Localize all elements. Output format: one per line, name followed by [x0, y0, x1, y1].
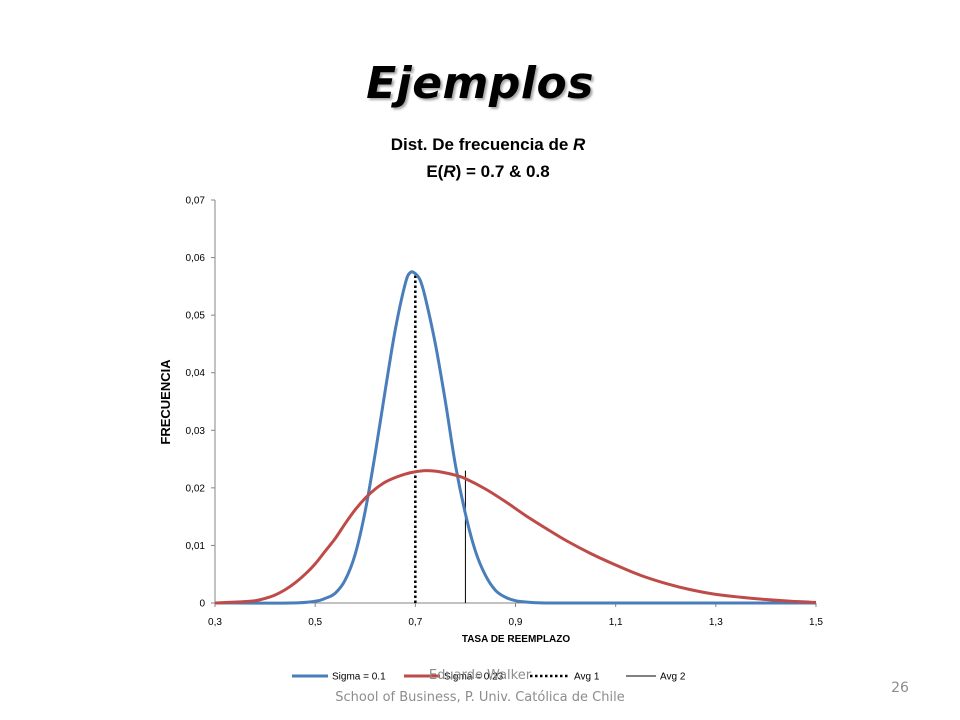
x-tick-label: 0,5 [308, 617, 322, 628]
legend-label: Avg 1 [574, 672, 600, 683]
chart-title: Dist. De frecuencia de R [391, 135, 586, 154]
legend-item: Avg 1 [530, 672, 600, 683]
footer-author: Eduardo Walker [428, 668, 532, 683]
y-tick-label: 0,07 [186, 196, 206, 207]
series-line-sigma-1 [214, 270, 816, 605]
page-number: 26 [891, 680, 909, 696]
y-tick-label: 0,06 [186, 253, 206, 264]
legend-item: Sigma = 0.1 [292, 672, 386, 683]
x-tick-label: 0,3 [208, 617, 222, 628]
legend-item: Avg 2 [626, 672, 686, 683]
x-tick-label: 1,3 [709, 617, 723, 628]
y-tick-label: 0,02 [186, 483, 206, 494]
series-line-sigma-2 [214, 469, 817, 605]
x-axis-label: TASA DE REEMPLAZO [462, 634, 571, 645]
y-tick-label: 0,01 [186, 541, 206, 552]
legend: Sigma = 0.1 Sigma = 0.23 Avg 1 Avg 2 [292, 672, 686, 683]
y-tick-label: 0 [199, 599, 205, 610]
legend-item: Sigma = 0.23 [404, 672, 504, 683]
x-tick-label: 1,1 [609, 617, 623, 628]
chart-subtitle: E(R) = 0.7 & 0.8 [426, 162, 549, 181]
x-tick-label: 0,7 [408, 617, 422, 628]
legend-label: Sigma = 0.1 [332, 672, 386, 683]
legend-label: Avg 2 [660, 672, 686, 683]
y-tick-label: 0,04 [186, 368, 206, 379]
y-tick-label: 0,03 [186, 426, 206, 437]
series-layer [214, 270, 817, 605]
footer-school: School of Business, P. Univ. Católica de… [335, 690, 625, 705]
slide-title: Ejemplos [366, 58, 594, 109]
x-tick-label: 1,5 [809, 617, 823, 628]
x-tick-label: 0,9 [509, 617, 523, 628]
y-axis-label: FRECUENCIA [158, 359, 173, 445]
y-tick-label: 0,05 [186, 311, 206, 322]
legend-label: Sigma = 0.23 [444, 672, 504, 683]
axes-layer: 0 0,01 0,02 0,03 0,04 0,05 0,06 0,07 0,3 0,5 0,7 0,… [186, 196, 824, 629]
